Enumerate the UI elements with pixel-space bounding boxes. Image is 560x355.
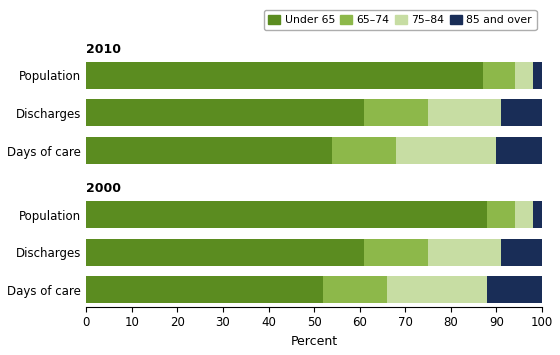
Bar [487, 276, 542, 304]
Bar [86, 276, 323, 304]
Bar [487, 201, 515, 228]
Bar [515, 62, 533, 89]
Bar [533, 62, 542, 89]
Bar [86, 239, 364, 266]
Bar [323, 276, 387, 304]
Bar [364, 239, 428, 266]
Bar [364, 99, 428, 126]
Legend: Under 65, 65–74, 75–84, 85 and over: Under 65, 65–74, 75–84, 85 and over [264, 10, 536, 30]
Bar [515, 201, 533, 228]
Bar [496, 137, 542, 164]
Bar [333, 137, 396, 164]
Bar [483, 62, 515, 89]
Bar [86, 62, 483, 89]
Bar [387, 276, 487, 304]
Bar [428, 99, 501, 126]
Bar [428, 239, 501, 266]
Text: 2000: 2000 [86, 182, 122, 195]
Bar [86, 201, 487, 228]
Bar [501, 99, 542, 126]
Bar [86, 137, 333, 164]
Bar [396, 137, 496, 164]
Bar [501, 239, 542, 266]
Bar [86, 99, 364, 126]
Bar [533, 201, 542, 228]
Text: 2010: 2010 [86, 43, 122, 56]
X-axis label: Percent: Percent [291, 335, 338, 348]
